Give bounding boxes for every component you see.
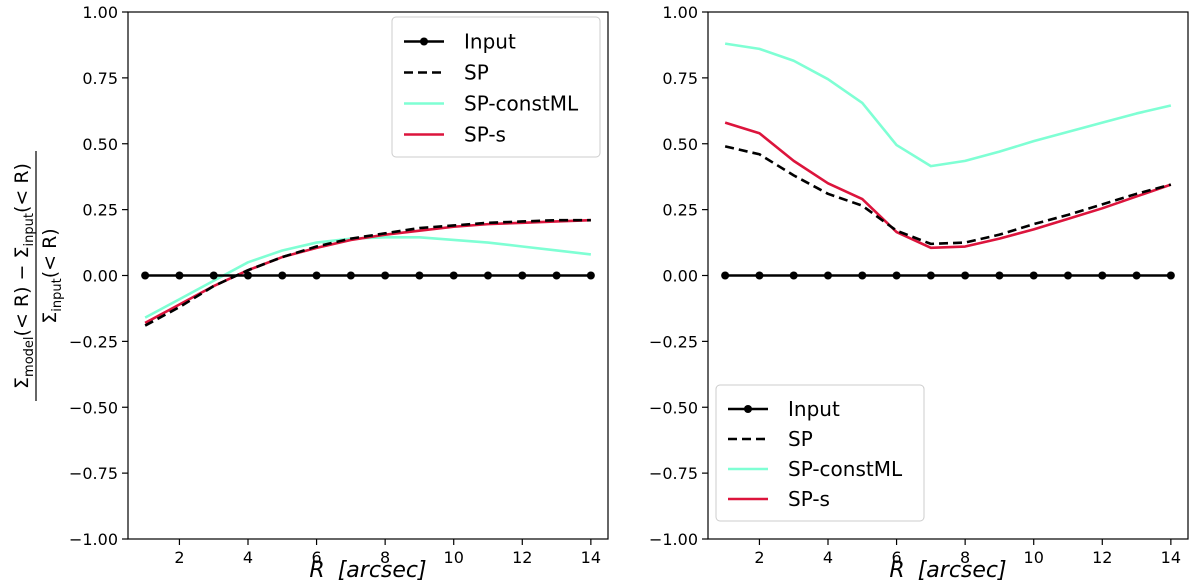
left-series-input-point: [141, 271, 150, 280]
left-series-input-point: [244, 271, 252, 280]
right-series-input-point: [1064, 271, 1072, 280]
left-xtick-label: 8: [380, 548, 390, 567]
left-xtick-label: 12: [512, 548, 532, 567]
right-series-input-point: [721, 271, 730, 280]
right-legend-marker-input: [744, 405, 752, 413]
right-ytick-label: −1.00: [649, 530, 698, 549]
right-series-input-point: [755, 271, 764, 280]
right-xtick-label: 2: [754, 548, 764, 567]
right-ytick-label: 0.00: [662, 267, 698, 286]
right-legend-label-sp: SP: [788, 427, 813, 451]
left-xtick-label: 10: [444, 548, 464, 567]
right-series-sp-s-line: [724, 121, 1172, 250]
left-legend-label-sp: SP: [464, 61, 489, 85]
right-ytick-label: −0.50: [649, 398, 698, 417]
right-series-input-point: [1098, 271, 1107, 280]
left-legend-label-input: Input: [464, 30, 516, 54]
right-series-input-point: [1166, 271, 1175, 280]
left-series-input-point: [312, 271, 321, 280]
left-xtick-label: 4: [243, 548, 253, 567]
left-ytick-label: 0.50: [82, 135, 118, 154]
svg-text:Σmodel(< R) − Σinput(< R): Σmodel(< R) − Σinput(< R): [11, 163, 37, 389]
left-series-input-point: [346, 271, 355, 280]
left-xtick-label: 6: [311, 548, 321, 567]
right-series-input-point: [892, 271, 901, 280]
right-legend-label-sp-s: SP-s: [788, 487, 830, 511]
right-ytick-label: 0.50: [662, 135, 698, 154]
right-series-input-point: [824, 271, 832, 280]
left-series-input-point: [484, 271, 492, 280]
right-ytick-label: 0.75: [662, 69, 698, 88]
left-ytick-label: −0.50: [69, 398, 118, 417]
left-series-input-point: [586, 271, 595, 280]
right-xtick-label: 10: [1024, 548, 1044, 567]
left-series-input-point: [415, 271, 424, 280]
right-legend-box: [715, 384, 925, 522]
left-ytick-label: 0.25: [82, 201, 118, 220]
right-series-input-point: [789, 271, 798, 280]
right-series-input-point: [1029, 271, 1038, 280]
svg-text:Σinput(< R): Σinput(< R): [39, 228, 65, 323]
left-legend: Input SP SP-constML SP-s: [391, 16, 601, 158]
left-legend-marker-input: [420, 37, 428, 46]
left-series-input-point: [552, 271, 561, 280]
right-panel: −1.00 −0.75 −0.50 −0.25 0.00 0.25 0.50 0.75 1.00…: [649, 3, 1189, 583]
left-legend-box: [391, 16, 601, 158]
right-legend: Input SP SP-constML SP-s: [715, 384, 925, 522]
left-ytick-label: −0.75: [69, 464, 118, 483]
right-ytick-label: −0.75: [649, 464, 698, 483]
right-legend-label-sp-constml: SP-constML: [788, 457, 903, 481]
right-series-input-point: [926, 271, 935, 280]
right-ytick-label: 1.00: [662, 3, 698, 22]
right-xtick-label: 14: [1161, 548, 1181, 567]
left-series-sp-line: [144, 218, 591, 327]
left-series-input-point: [209, 271, 218, 280]
left-ylabel: Σmodel(< R) − Σinput(< R) Σinput(< R): [11, 151, 65, 401]
left-series-input-point: [449, 271, 458, 280]
right-series-sp-line: [724, 145, 1172, 246]
left-xtick-label: 2: [174, 548, 184, 567]
left-series-input-point: [175, 271, 184, 280]
left-series-input-point: [381, 271, 390, 280]
right-ytick-label: −0.25: [649, 332, 698, 351]
left-ytick-label: 0.75: [82, 69, 118, 88]
left-series-input-point: [278, 271, 287, 280]
right-xtick-label: 6: [891, 548, 901, 567]
left-legend-label-sp-s: SP-s: [464, 123, 506, 147]
right-series-input-point: [1132, 271, 1141, 280]
left-ytick-label: 0.00: [82, 267, 118, 286]
left-legend-label-sp-constml: SP-constML: [464, 92, 579, 116]
right-legend-label-input: Input: [788, 397, 840, 421]
right-series-input-point: [858, 271, 867, 280]
left-ytick-label: −1.00: [69, 530, 118, 549]
left-series-input-point: [518, 271, 527, 280]
right-xtick-label: 4: [823, 548, 833, 567]
left-panel: −1.00 −0.75 −0.50 −0.25 0.00 0.25 0.50 0.75 1.00…: [11, 3, 609, 583]
right-series-input-point: [995, 271, 1004, 280]
left-xtick-label: 14: [581, 548, 601, 567]
right-series-sp-constml-line: [724, 42, 1172, 168]
right-ytick-label: 0.25: [662, 201, 698, 220]
left-ytick-label: 1.00: [82, 3, 118, 22]
right-xtick-label: 8: [960, 548, 970, 567]
right-series-input-point: [961, 271, 970, 280]
right-xlabel: R [arcsec]: [889, 558, 1006, 583]
left-xlabel: R [arcsec]: [309, 558, 426, 583]
left-ytick-label: −0.25: [69, 332, 118, 351]
right-xtick-label: 12: [1092, 548, 1112, 567]
